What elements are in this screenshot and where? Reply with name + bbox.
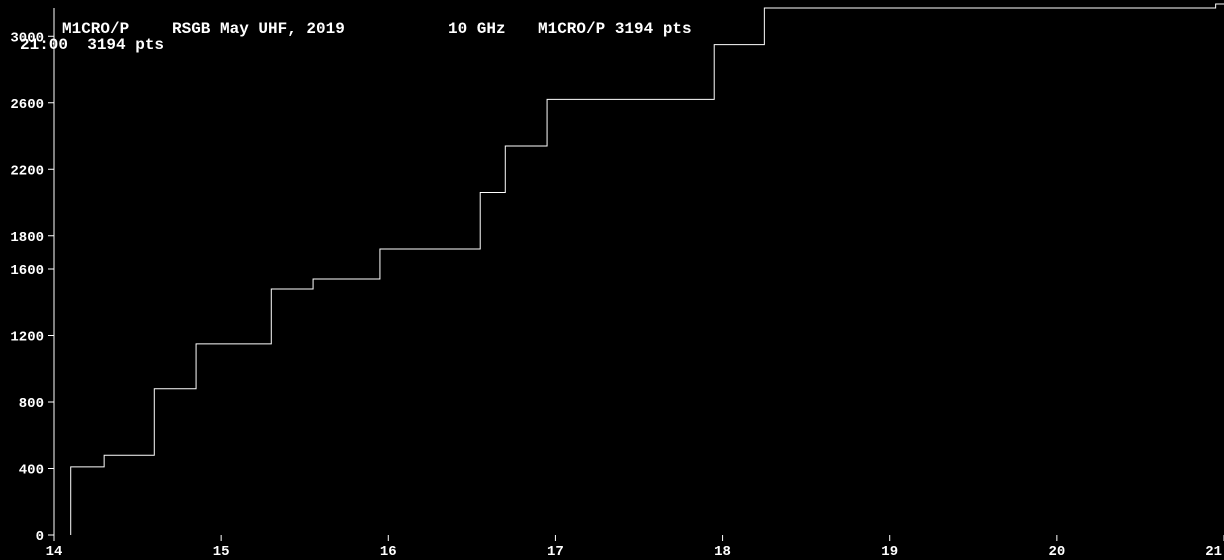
- header-score: M1CRO/P 3194 pts: [538, 20, 692, 38]
- y-tick-label: 0: [36, 529, 44, 545]
- x-tick-label: 17: [547, 544, 564, 560]
- y-tick-label: 800: [19, 396, 44, 412]
- step-series: [71, 4, 1224, 535]
- header-band: 10 GHz: [448, 20, 506, 38]
- y-tick-label: 400: [19, 463, 44, 479]
- step-chart: 0400800120016001800220026003000141516171…: [0, 0, 1224, 560]
- y-tick-label: 1200: [10, 330, 44, 346]
- y-tick-label: 2200: [10, 163, 44, 179]
- y-tick-label: 1600: [10, 263, 44, 279]
- y-tick-label: 2600: [10, 97, 44, 113]
- x-tick-label: 15: [213, 544, 230, 560]
- header-time-pts: 21:00 3194 pts: [20, 36, 164, 54]
- x-tick-label: 16: [380, 544, 397, 560]
- y-tick-label: 1800: [10, 230, 44, 246]
- x-tick-label: 14: [46, 544, 63, 560]
- x-tick-label: 18: [714, 544, 731, 560]
- x-tick-label: 19: [881, 544, 898, 560]
- x-tick-label: 21: [1205, 544, 1222, 560]
- x-tick-label: 20: [1048, 544, 1065, 560]
- chart-container: M1CRO/P RSGB May UHF, 2019 10 GHz M1CRO/…: [0, 0, 1224, 560]
- header-contest: RSGB May UHF, 2019: [172, 20, 345, 38]
